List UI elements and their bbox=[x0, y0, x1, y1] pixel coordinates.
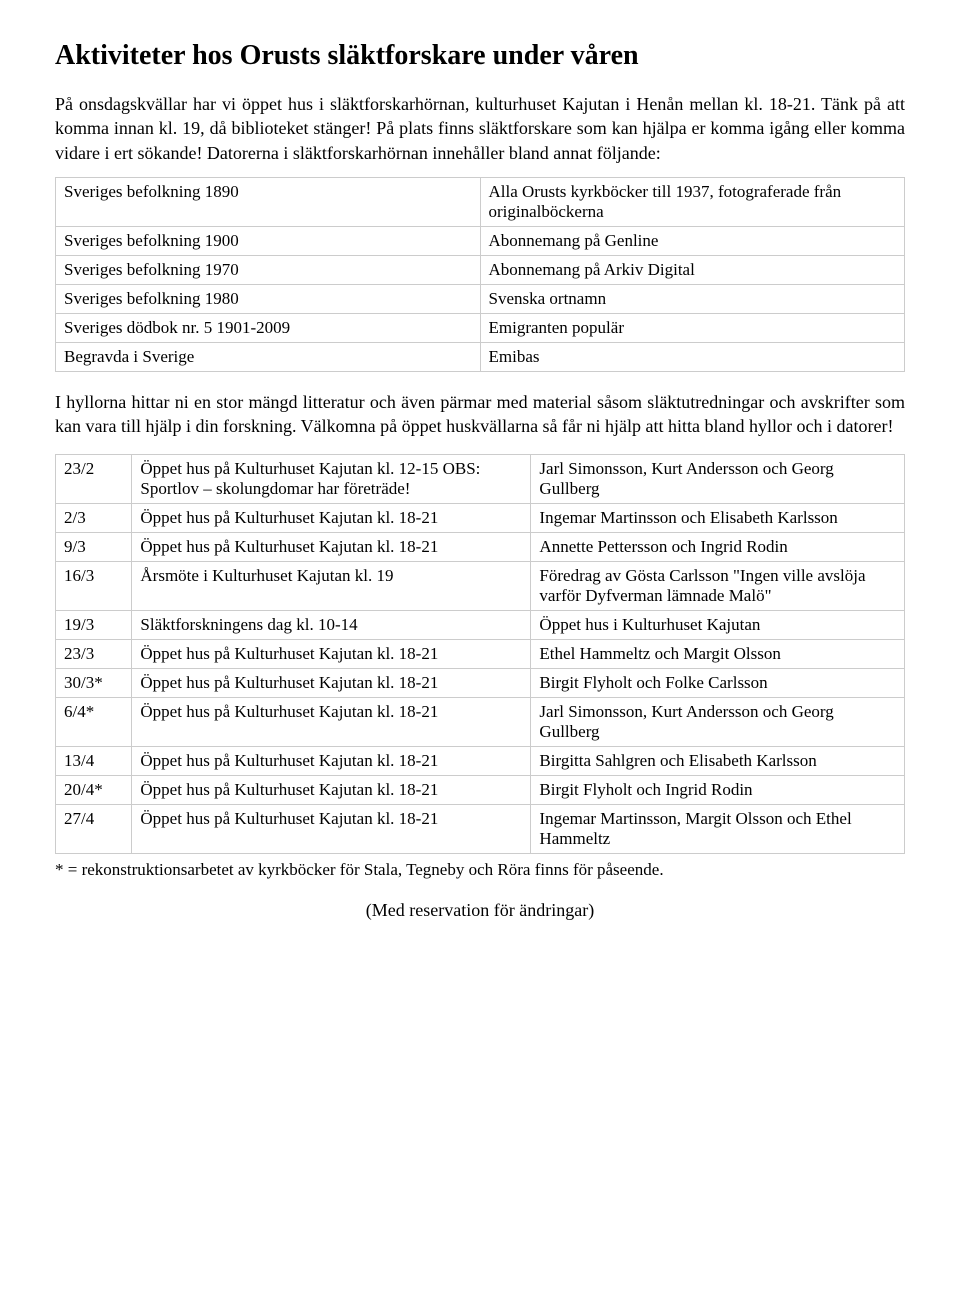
schedule-people: Ingemar Martinsson, Margit Olsson och Et… bbox=[531, 805, 905, 854]
resource-left: Sveriges befolkning 1890 bbox=[56, 177, 481, 226]
schedule-people: Birgit Flyholt och Folke Carlsson bbox=[531, 669, 905, 698]
resource-right: Emigranten populär bbox=[480, 313, 905, 342]
schedule-people: Birgitta Sahlgren och Elisabeth Karlsson bbox=[531, 747, 905, 776]
table-row: 19/3Släktforskningens dag kl. 10-14Öppet… bbox=[56, 611, 905, 640]
schedule-date: 16/3 bbox=[56, 562, 132, 611]
schedule-event: Årsmöte i Kulturhuset Kajutan kl. 19 bbox=[132, 562, 531, 611]
resource-right: Abonnemang på Arkiv Digital bbox=[480, 255, 905, 284]
schedule-event: Öppet hus på Kulturhuset Kajutan kl. 18-… bbox=[132, 805, 531, 854]
table-row: 27/4Öppet hus på Kulturhuset Kajutan kl.… bbox=[56, 805, 905, 854]
table-row: Sveriges befolkning 1970Abonnemang på Ar… bbox=[56, 255, 905, 284]
schedule-event: Öppet hus på Kulturhuset Kajutan kl. 18-… bbox=[132, 698, 531, 747]
schedule-date: 2/3 bbox=[56, 504, 132, 533]
table-row: Sveriges befolkning 1900Abonnemang på Ge… bbox=[56, 226, 905, 255]
schedule-event: Öppet hus på Kulturhuset Kajutan kl. 18-… bbox=[132, 533, 531, 562]
table-row: Sveriges befolkning 1890Alla Orusts kyrk… bbox=[56, 177, 905, 226]
table-row: 30/3*Öppet hus på Kulturhuset Kajutan kl… bbox=[56, 669, 905, 698]
schedule-event: Öppet hus på Kulturhuset Kajutan kl. 12-… bbox=[132, 455, 531, 504]
mid-paragraph: I hyllorna hittar ni en stor mängd litte… bbox=[55, 390, 905, 439]
schedule-date: 9/3 bbox=[56, 533, 132, 562]
table-row: 23/2Öppet hus på Kulturhuset Kajutan kl.… bbox=[56, 455, 905, 504]
table-row: 23/3Öppet hus på Kulturhuset Kajutan kl.… bbox=[56, 640, 905, 669]
schedule-event: Öppet hus på Kulturhuset Kajutan kl. 18-… bbox=[132, 504, 531, 533]
schedule-date: 6/4* bbox=[56, 698, 132, 747]
schedule-date: 30/3* bbox=[56, 669, 132, 698]
schedule-people: Jarl Simonsson, Kurt Andersson och Georg… bbox=[531, 698, 905, 747]
schedule-event: Öppet hus på Kulturhuset Kajutan kl. 18-… bbox=[132, 747, 531, 776]
table-row: Begravda i SverigeEmibas bbox=[56, 342, 905, 371]
table-row: Sveriges dödbok nr. 5 1901-2009Emigrante… bbox=[56, 313, 905, 342]
schedule-event: Släktforskningens dag kl. 10-14 bbox=[132, 611, 531, 640]
resource-right: Emibas bbox=[480, 342, 905, 371]
table-row: 16/3Årsmöte i Kulturhuset Kajutan kl. 19… bbox=[56, 562, 905, 611]
schedule-date: 23/3 bbox=[56, 640, 132, 669]
resource-left: Sveriges befolkning 1970 bbox=[56, 255, 481, 284]
schedule-people: Birgit Flyholt och Ingrid Rodin bbox=[531, 776, 905, 805]
schedule-date: 19/3 bbox=[56, 611, 132, 640]
resource-left: Begravda i Sverige bbox=[56, 342, 481, 371]
intro-paragraph: På onsdagskvällar har vi öppet hus i slä… bbox=[55, 92, 905, 165]
table-row: 13/4Öppet hus på Kulturhuset Kajutan kl.… bbox=[56, 747, 905, 776]
page-title: Aktiviteter hos Orusts släktforskare und… bbox=[55, 40, 905, 72]
resource-right: Alla Orusts kyrkböcker till 1937, fotogr… bbox=[480, 177, 905, 226]
schedule-people: Annette Pettersson och Ingrid Rodin bbox=[531, 533, 905, 562]
schedule-people: Öppet hus i Kulturhuset Kajutan bbox=[531, 611, 905, 640]
table-row: 6/4*Öppet hus på Kulturhuset Kajutan kl.… bbox=[56, 698, 905, 747]
table-row: 9/3Öppet hus på Kulturhuset Kajutan kl. … bbox=[56, 533, 905, 562]
table-row: 2/3Öppet hus på Kulturhuset Kajutan kl. … bbox=[56, 504, 905, 533]
resource-right: Svenska ortnamn bbox=[480, 284, 905, 313]
schedule-table: 23/2Öppet hus på Kulturhuset Kajutan kl.… bbox=[55, 454, 905, 854]
schedule-date: 27/4 bbox=[56, 805, 132, 854]
resource-left: Sveriges dödbok nr. 5 1901-2009 bbox=[56, 313, 481, 342]
schedule-people: Ingemar Martinsson och Elisabeth Karlsso… bbox=[531, 504, 905, 533]
resources-table: Sveriges befolkning 1890Alla Orusts kyrk… bbox=[55, 177, 905, 372]
schedule-event: Öppet hus på Kulturhuset Kajutan kl. 18-… bbox=[132, 776, 531, 805]
schedule-date: 23/2 bbox=[56, 455, 132, 504]
resource-left: Sveriges befolkning 1900 bbox=[56, 226, 481, 255]
reservation-note: (Med reservation för ändringar) bbox=[55, 900, 905, 921]
table-row: Sveriges befolkning 1980Svenska ortnamn bbox=[56, 284, 905, 313]
schedule-people: Föredrag av Gösta Carlsson "Ingen ville … bbox=[531, 562, 905, 611]
schedule-people: Ethel Hammeltz och Margit Olsson bbox=[531, 640, 905, 669]
schedule-people: Jarl Simonsson, Kurt Andersson och Georg… bbox=[531, 455, 905, 504]
schedule-date: 13/4 bbox=[56, 747, 132, 776]
schedule-date: 20/4* bbox=[56, 776, 132, 805]
schedule-event: Öppet hus på Kulturhuset Kajutan kl. 18-… bbox=[132, 640, 531, 669]
table-row: 20/4*Öppet hus på Kulturhuset Kajutan kl… bbox=[56, 776, 905, 805]
resource-right: Abonnemang på Genline bbox=[480, 226, 905, 255]
resource-left: Sveriges befolkning 1980 bbox=[56, 284, 481, 313]
footnote: * = rekonstruktionsarbetet av kyrkböcker… bbox=[55, 860, 905, 880]
schedule-event: Öppet hus på Kulturhuset Kajutan kl. 18-… bbox=[132, 669, 531, 698]
